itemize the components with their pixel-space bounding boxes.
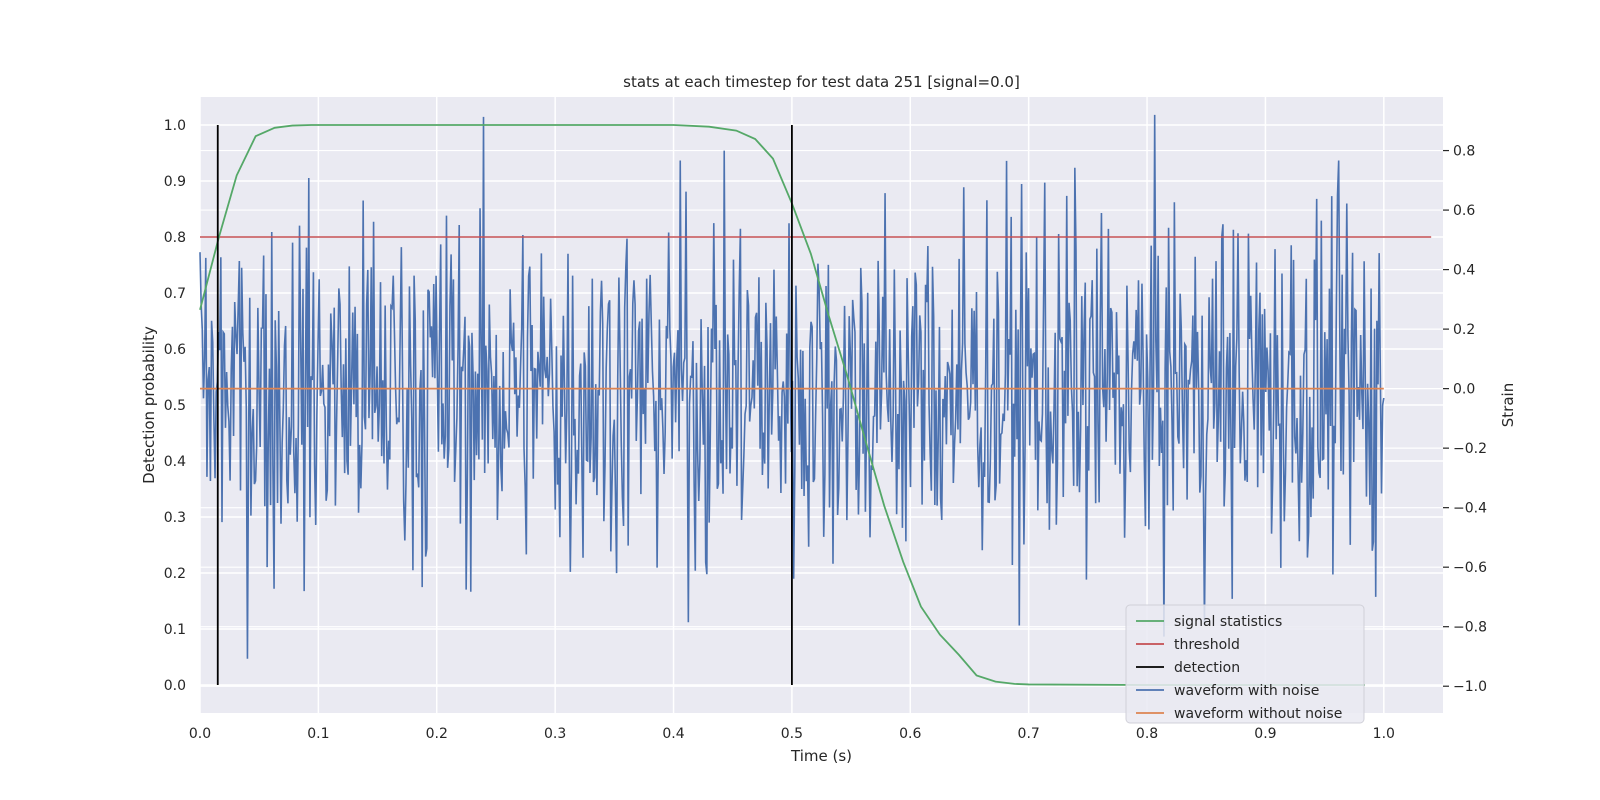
y-tick-label: 0.3 (164, 510, 186, 526)
x-axis-title: Time (s) (790, 747, 852, 765)
x-tick-label: 0.9 (1254, 726, 1276, 742)
x-tick-label: 0.7 (1018, 726, 1040, 742)
y-tick-label: 0.6 (164, 342, 186, 358)
y-tick-label: 0.8 (164, 230, 186, 246)
y-tick-label: 0.7 (164, 286, 186, 302)
legend-label: threshold (1174, 637, 1240, 653)
ticks: 0.0 0.1 0.2 0.3 0.4 0.5 0.6 0.7 0.8 0.9 1.0 0.0 0.1 0… (164, 118, 1487, 742)
y2-tick-label: −0.4 (1453, 501, 1487, 517)
legend-label: waveform with noise (1174, 683, 1319, 699)
series-layer (199, 114, 1432, 686)
y2-tick-label: 0.2 (1453, 322, 1475, 338)
legend-box (1125, 604, 1365, 724)
y-tick-label: 0.1 (164, 622, 186, 638)
legend-label: detection (1174, 660, 1240, 676)
y2-tick-label: 0.4 (1453, 263, 1475, 279)
legend: signal statistics threshold detection wavef… (1125, 604, 1365, 724)
y2-tick-label: −1.0 (1453, 679, 1487, 695)
chart-title: stats at each timestep for test data 251… (623, 73, 1020, 91)
legend-label: waveform without noise (1174, 706, 1342, 722)
x-tick-label: 0.1 (307, 726, 329, 742)
x-tick-label: 0.5 (781, 726, 803, 742)
y-tick-label: 0.5 (164, 398, 186, 414)
y-tick-label: 0.2 (164, 566, 186, 582)
y-tick-label: 0.0 (164, 678, 186, 694)
y2-tick-label: 0.0 (1453, 382, 1475, 398)
y2-tick-label: −0.6 (1453, 560, 1487, 576)
x-tick-label: 0.2 (426, 726, 448, 742)
y-tick-label: 0.4 (164, 454, 186, 470)
y-axis-title: Detection probability (140, 326, 158, 484)
y2-axis-title: Strain (1499, 383, 1517, 427)
x-tick-label: 0.8 (1136, 726, 1158, 742)
y-tick-label: 1.0 (164, 118, 186, 134)
y2-tick-label: 0.6 (1453, 203, 1475, 219)
x-tick-label: 0.6 (899, 726, 921, 742)
y2-tick-label: −0.8 (1453, 620, 1487, 636)
y2-tick-label: −0.2 (1453, 441, 1487, 457)
x-tick-label: 0.4 (662, 726, 684, 742)
x-tick-label: 1.0 (1373, 726, 1395, 742)
x-tick-label: 0.0 (189, 726, 211, 742)
legend-label: signal statistics (1174, 614, 1282, 630)
y-tick-label: 0.9 (164, 174, 186, 190)
x-tick-label: 0.3 (544, 726, 566, 742)
y2-tick-label: 0.8 (1453, 144, 1475, 160)
